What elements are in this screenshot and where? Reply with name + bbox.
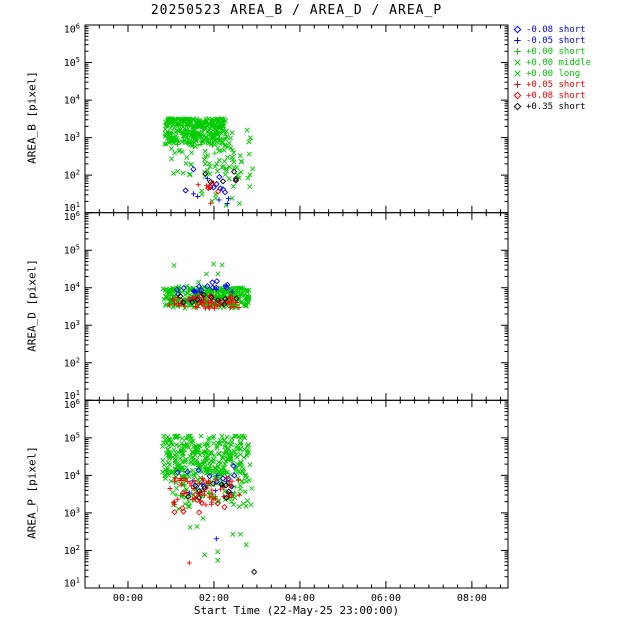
legend-label: +0.08 short — [526, 90, 586, 101]
series-p035_short — [185, 480, 232, 502]
x-axis-label: Start Time (22-May-25 23:00:00) — [193, 604, 400, 617]
x-tick-label: 08:00 — [457, 593, 487, 604]
plus-icon — [514, 48, 521, 55]
axis-ticks — [84, 212, 508, 401]
y-tick-label: 106 — [64, 23, 80, 36]
panel-area_d: 101 102 103 104 105 106 — [64, 210, 509, 402]
y-tick-label: 103 — [64, 131, 80, 144]
series-p008_short — [171, 489, 235, 516]
legend-item-m005_short: -0.05 short — [512, 35, 591, 46]
axis-ticks — [84, 24, 508, 214]
y-tick-label: 102 — [64, 544, 80, 557]
legend-label: +0.00 short — [526, 46, 586, 57]
series-p000_middle — [187, 515, 249, 563]
legend-label: +0.05 short — [526, 79, 586, 90]
series-p000_middle — [162, 118, 230, 148]
cross-icon — [514, 70, 521, 77]
series-m005_short — [213, 536, 219, 542]
y-tick-label: 105 — [64, 244, 80, 257]
scatter-points — [162, 116, 256, 208]
y-tick-label: 101 — [64, 389, 80, 402]
legend-item-p008_short: +0.08 short — [512, 90, 591, 101]
series-p035_short — [250, 568, 258, 576]
y-tick-label: 106 — [64, 398, 80, 411]
legend-item-p000_middle: +0.00 middle — [512, 57, 591, 68]
y-tick-label: 104 — [64, 94, 80, 107]
y-tick-label: 103 — [64, 319, 80, 332]
y-tick-label: 101 — [64, 577, 80, 590]
legend-item-m008_short: -0.08 short — [512, 24, 591, 35]
axis-ticks — [84, 399, 508, 589]
y-tick-label: 106 — [64, 210, 80, 223]
series-p035_short — [177, 291, 240, 308]
legend-item-p035_short: +0.35 short — [512, 101, 591, 112]
y-tick-label: 105 — [64, 56, 80, 69]
x-tick-label: 00:00 — [113, 593, 143, 604]
legend: -0.08 short -0.05 short +0.00 short +0.00 m… — [512, 24, 591, 112]
series-p005_short — [167, 475, 242, 508]
y-tick-label: 102 — [64, 169, 80, 182]
plus-icon — [514, 81, 521, 88]
series-m005_short — [191, 176, 231, 207]
series-m008_short — [174, 462, 238, 490]
series-p000_middle — [171, 261, 225, 285]
panel-area_p: 101 102 103 104 105 106 00:00 02:00 04:00 06:00 08… — [64, 398, 509, 604]
legend-item-p005_short: +0.05 short — [512, 79, 591, 90]
legend-label: -0.08 short — [526, 24, 586, 35]
y-tick-label: 101 — [64, 201, 80, 214]
series-p005_short — [186, 560, 192, 566]
series-p008_short — [205, 180, 222, 195]
scatter-points — [160, 261, 252, 311]
diamond-icon — [513, 91, 522, 100]
panel-area_b: 101 102 103 104 105 106 — [64, 23, 509, 214]
cross-icon — [514, 59, 521, 66]
legend-label: +0.00 middle — [526, 57, 592, 68]
y-tick-label: 103 — [64, 506, 80, 519]
y-tick-label: 104 — [64, 469, 80, 482]
legend-item-p000_short: +0.00 short — [512, 46, 591, 57]
legend-label: +0.00 long — [526, 68, 581, 79]
diamond-icon — [513, 25, 522, 34]
legend-label: +0.35 short — [526, 101, 586, 112]
diamond-icon — [513, 102, 522, 111]
series-p000_long — [168, 127, 256, 178]
x-tick-label: 02:00 — [199, 593, 229, 604]
legend-label: -0.05 short — [526, 35, 586, 46]
legend-item-p000_long: +0.00 long — [512, 68, 591, 79]
scatter-points — [160, 433, 258, 576]
series-p035_short — [202, 168, 240, 186]
plus-icon — [514, 37, 521, 44]
y-tick-label: 104 — [64, 281, 80, 294]
chart-title: 20250523 AREA_B / AREA_D / AREA_P — [150, 3, 443, 18]
y-tick-label: 105 — [64, 431, 80, 444]
x-tick-label: 06:00 — [371, 593, 401, 604]
x-tick-label: 04:00 — [285, 593, 315, 604]
y-tick-label: 102 — [64, 356, 80, 369]
